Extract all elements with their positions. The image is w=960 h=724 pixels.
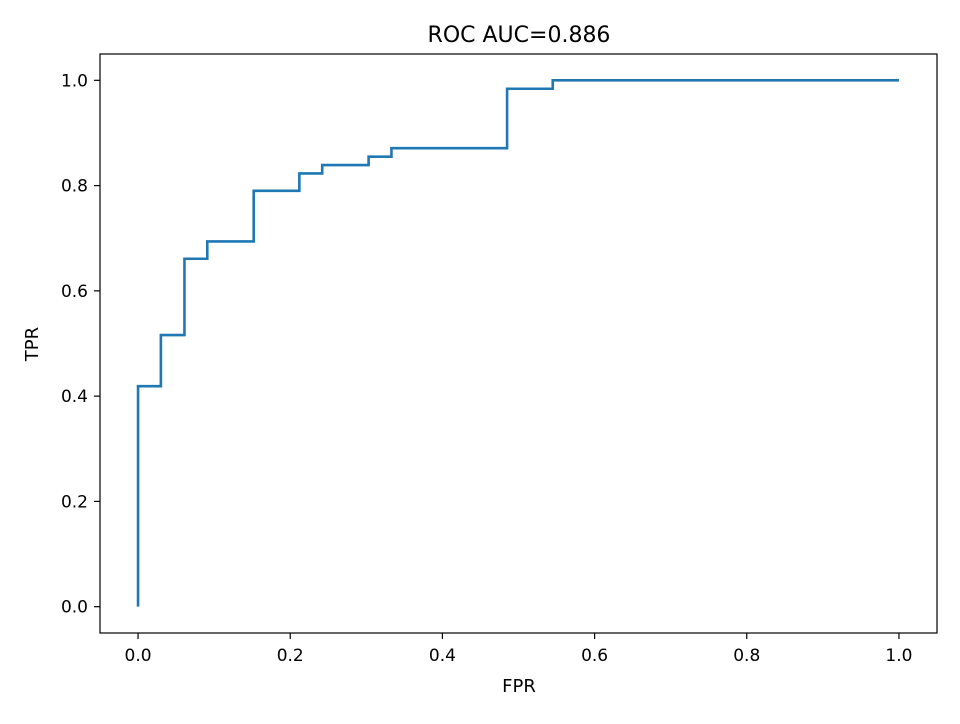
x-tick-label: 1.0 [885,646,912,666]
y-tick-label: 0.0 [61,598,88,618]
y-tick-label: 0.2 [61,492,88,512]
y-tick-label: 0.8 [61,177,88,197]
y-tick-label: 0.4 [61,387,88,407]
x-tick-label: 0.6 [581,646,608,666]
y-tick-label: 1.0 [61,71,88,91]
y-tick-label: 0.6 [61,282,88,302]
y-axis-ticks: 0.0 0.2 0.4 0.6 0.8 1.0 [61,71,100,618]
x-tick-label: 0.8 [733,646,760,666]
x-axis-label: FPR [502,676,536,697]
x-tick-label: 0.0 [125,646,152,666]
roc-curve-line [136,79,899,607]
y-axis-label: TPR [22,327,43,362]
x-axis-ticks: 0.0 0.2 0.4 0.6 0.8 1.0 [125,633,912,666]
plot-area [99,53,938,634]
x-tick-label: 0.4 [429,646,456,666]
chart-title: ROC AUC=0.886 [428,23,611,48]
plot-frame [99,53,938,634]
x-tick-label: 0.2 [277,646,304,666]
